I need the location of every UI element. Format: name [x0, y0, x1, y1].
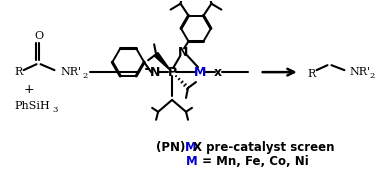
- Text: M: M: [185, 141, 197, 154]
- Text: R: R: [14, 67, 23, 77]
- Text: P: P: [167, 66, 177, 79]
- Text: M: M: [194, 66, 206, 79]
- Text: 3: 3: [53, 106, 58, 114]
- Text: 2: 2: [369, 72, 375, 80]
- Text: X pre-catalyst screen: X pre-catalyst screen: [193, 141, 335, 154]
- Text: NR': NR': [60, 67, 82, 77]
- Text: PhSiH: PhSiH: [15, 101, 50, 111]
- Text: +: +: [23, 83, 34, 96]
- Text: (PN): (PN): [156, 141, 185, 154]
- Text: M: M: [186, 155, 198, 168]
- Text: NR': NR': [349, 67, 370, 77]
- Polygon shape: [154, 53, 171, 71]
- Text: N: N: [150, 66, 160, 79]
- Text: N: N: [178, 46, 188, 59]
- Text: 2: 2: [82, 72, 88, 80]
- Text: O: O: [34, 31, 43, 41]
- Text: R: R: [307, 69, 316, 79]
- Text: = Mn, Fe, Co, Ni: = Mn, Fe, Co, Ni: [198, 155, 309, 168]
- Text: x: x: [214, 66, 222, 79]
